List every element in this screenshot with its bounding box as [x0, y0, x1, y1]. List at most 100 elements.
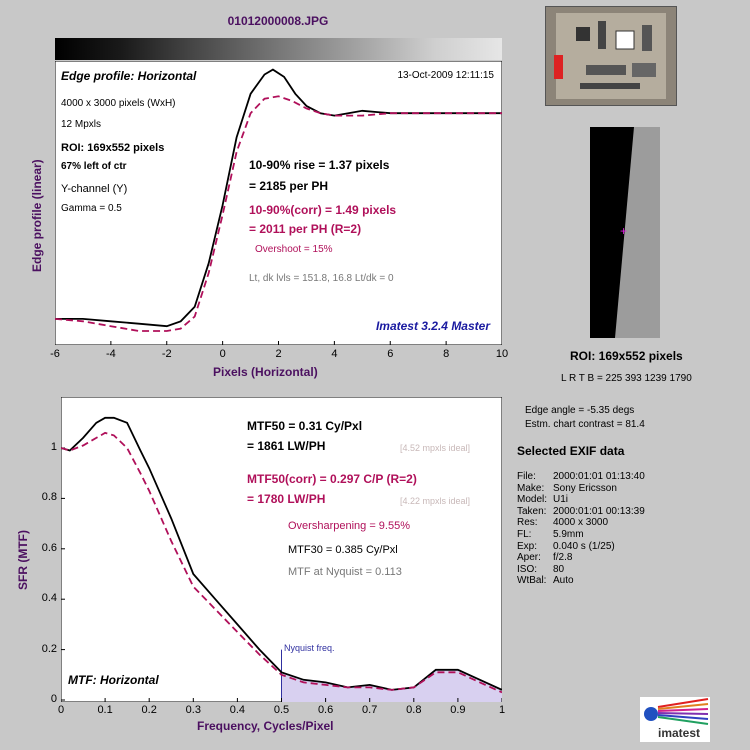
- imatest-version: Imatest 3.2.4 Master: [375, 319, 490, 333]
- exif-key: Make:: [517, 482, 545, 494]
- exif-row: File: 2000:01:01 01:13:40: [517, 471, 645, 482]
- exif-value: 0.040 s (1/25): [553, 540, 615, 552]
- imatest-logo-svg: [644, 698, 709, 725]
- mtf-at-nyquist: MTF at Nyquist = 0.113: [288, 566, 402, 578]
- exif-value: Auto: [553, 575, 574, 587]
- mtf50: MTF50 = 0.31 Cy/Pxl: [247, 419, 363, 433]
- edge-profile-svg: [55, 61, 502, 345]
- edge-xtick-label: -2: [161, 348, 172, 360]
- edge-rise: 10-90% rise = 1.37 pixels: [249, 158, 390, 172]
- exif-key: Aper:: [517, 552, 541, 564]
- edge-levels: Lt, dk lvls = 151.8, 16.8 Lt/dk = 0: [249, 273, 394, 284]
- exif-row: Exp: 0.040 s (1/25): [517, 541, 615, 552]
- mtf-xtick-label: 0.2: [141, 704, 157, 716]
- exif-key: Taken:: [517, 505, 547, 517]
- mtf-xtick-label: 0.3: [185, 704, 201, 716]
- mtf50-corr: MTF50(corr) = 0.297 C/P (R=2): [247, 472, 417, 486]
- imatest-logo: imatest: [640, 697, 710, 742]
- mtf-xtick-label: 0: [57, 704, 65, 716]
- exif-value: 5.9mm: [553, 529, 584, 540]
- file-title: 01012000008.JPG: [227, 14, 329, 28]
- mtf-xtick-label: 0.1: [97, 704, 113, 716]
- mtf-xtick-label: 1: [498, 704, 506, 716]
- mtf50-corr-ideal: [4.22 mpxls ideal]: [400, 496, 471, 506]
- exif-key: WtBal:: [517, 575, 547, 587]
- edge-overshoot: Overshoot = 15%: [255, 244, 333, 255]
- edge-plot-title: Edge profile: Horizontal: [61, 69, 197, 83]
- mtf50-ideal: [4.52 mpxls ideal]: [400, 443, 471, 453]
- mtf-ylabel: SFR (MTF): [16, 530, 30, 590]
- chart-thumbnail-svg: [554, 13, 666, 99]
- exif-key: FL:: [517, 529, 532, 540]
- roi-edge-image: +: [590, 127, 660, 338]
- exif-row: Taken: 2000:01:01 00:13:39: [517, 506, 645, 517]
- chart-thumbnail-image: [545, 6, 677, 106]
- oversharpening: Oversharpening = 9.55%: [288, 520, 410, 532]
- exif-row: Make: Sony Ericsson: [517, 483, 617, 494]
- exif-row: WtBal: Auto: [517, 575, 574, 586]
- exif-key: File:: [517, 471, 536, 482]
- mtf-plot: MTF50 = 0.31 Cy/Pxl = 1861 LW/PH [4.52 m…: [61, 397, 502, 702]
- edge-gamma: Gamma = 0.5: [61, 203, 122, 214]
- edge-channel: Y-channel (Y): [61, 183, 128, 195]
- mtf-svg: [61, 397, 502, 702]
- exif-value: 4000 x 3000: [553, 517, 609, 529]
- edge-roi: ROI: 169x552 pixels: [61, 142, 165, 154]
- roi-edge-svg: +: [615, 127, 660, 338]
- edge-xticks: -6 -4 -2 0 2 4 6 8 10: [0, 348, 560, 362]
- mtf-ytick-label: 0: [50, 693, 57, 705]
- edge-per-ph: = 2185 per PH: [249, 179, 329, 193]
- edge-xlabel: Pixels (Horizontal): [213, 365, 318, 379]
- edge-xtick-label: 2: [275, 348, 282, 360]
- mtf-xtick-label: 0.8: [406, 704, 422, 716]
- edge-ylabel: Edge profile (linear): [30, 159, 44, 272]
- mtf-plot-title: MTF: Horizontal: [68, 673, 159, 687]
- edge-per-ph-corr: = 2011 per PH (R=2): [249, 222, 362, 236]
- exif-value: Sony Ericsson: [553, 482, 617, 494]
- edge-xtick-label: 0: [219, 348, 226, 360]
- mtf-ytick-label: 0.2: [41, 642, 57, 655]
- edge-angle: Edge angle = -5.35 degs: [525, 405, 635, 416]
- mtf-ytick-label: 0.4: [41, 592, 57, 605]
- exif-row: Model: U1i: [517, 494, 568, 505]
- exif-value: 2000:01:01 00:13:39: [553, 505, 645, 517]
- exif-value: 2000:01:01 01:13:40: [553, 471, 645, 482]
- edge-left-ctr: 67% left of ctr: [61, 161, 127, 172]
- edge-xtick-label: -4: [105, 348, 116, 360]
- mtf50-lwph: = 1861 LW/PH: [247, 439, 326, 453]
- edge-xtick-label: -6: [50, 348, 60, 360]
- exif-row: Aper: f/2.8: [517, 552, 572, 563]
- edge-xtick-label: 10: [495, 348, 509, 360]
- nyquist-region-fill: [281, 669, 502, 702]
- mtf50-corr-lwph: = 1780 LW/PH: [247, 492, 326, 506]
- edge-xtick-label: 8: [443, 348, 450, 360]
- grayscale-gradient-bar: [55, 38, 502, 60]
- edge-rise-corr: 10-90%(corr) = 1.49 pixels: [249, 203, 397, 217]
- exif-value: 80: [553, 563, 565, 575]
- mtf-yticks: 0 0.2 0.4 0.6 0.8 1: [28, 380, 60, 720]
- mtf-xtick-label: 0.7: [362, 704, 378, 716]
- edge-corrected-line: [55, 95, 502, 332]
- chart-contrast: Estm. chart contrast = 81.4: [525, 419, 645, 430]
- exif-row: Res: 4000 x 3000: [517, 517, 608, 528]
- logo-text: imatest: [658, 726, 701, 740]
- roi-title: ROI: 169x552 pixels: [570, 349, 683, 363]
- mtf-xlabel: Frequency, Cycles/Pixel: [197, 719, 334, 733]
- edge-xtick-label: 6: [387, 348, 394, 360]
- edge-mpxls: 12 Mpxls: [61, 119, 102, 130]
- mtf-ytick-label: 0.6: [41, 541, 57, 554]
- exif-key: ISO:: [517, 563, 538, 575]
- mtf-xtick-label: 0.9: [450, 704, 466, 716]
- roi-lrtb: L R T B = 225 393 1239 1790: [561, 373, 692, 384]
- edge-date: 13-Oct-2009 12:11:15: [397, 70, 494, 81]
- mtf-corrected-line: [61, 431, 502, 694]
- mtf-xtick-label: 0.4: [229, 704, 246, 716]
- edge-xtick-label: 4: [331, 348, 338, 360]
- exif-key: Res:: [517, 517, 538, 529]
- edge-pixels: 4000 x 3000 pixels (WxH): [61, 98, 176, 109]
- exif-key: Model:: [517, 494, 548, 506]
- exif-row: ISO: 80: [517, 564, 564, 575]
- mtf30: MTF30 = 0.385 Cy/Pxl: [288, 544, 398, 556]
- svg-text:+: +: [620, 224, 627, 238]
- mtf-ytick-label: 0.8: [41, 491, 57, 504]
